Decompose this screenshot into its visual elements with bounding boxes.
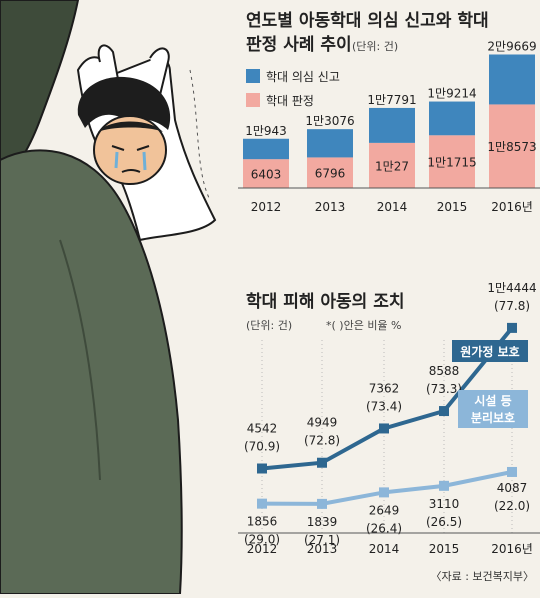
bar-label-reported: 2만9669 xyxy=(487,39,536,53)
x-tick-label: 2013 xyxy=(315,200,346,214)
legend-label: 학대 의심 신고 xyxy=(266,70,340,84)
x-tick-label: 2016년 xyxy=(491,542,533,556)
bar-label-reported: 1만9214 xyxy=(427,87,476,101)
x-tick-label: 2013 xyxy=(307,542,338,556)
bar-reported xyxy=(243,138,289,160)
bar-judged xyxy=(489,104,535,188)
series-box-home xyxy=(452,340,528,362)
bar-label-judged: 1만1715 xyxy=(427,156,476,170)
value-label-home: 4542 xyxy=(247,422,278,436)
pct-label-separated: (22.0) xyxy=(494,499,530,513)
bar-reported xyxy=(369,107,415,143)
point-separated xyxy=(379,487,389,498)
value-label-separated: 1856 xyxy=(247,515,278,529)
chart2-unit-note: *( )안은 비율 % xyxy=(326,319,402,332)
point-home xyxy=(439,406,449,417)
legend-label: 학대 판정 xyxy=(266,94,314,108)
bar-label-reported: 1만7791 xyxy=(367,93,416,107)
point-separated xyxy=(257,498,267,509)
point-separated xyxy=(317,498,327,509)
value-label-separated: 4087 xyxy=(497,481,528,495)
value-label-separated: 3110 xyxy=(429,497,460,511)
pct-label-separated: (29.0) xyxy=(244,533,280,547)
x-tick-label: 2014 xyxy=(377,200,408,214)
value-label-home: 7362 xyxy=(369,381,400,395)
bar-judged xyxy=(307,157,353,188)
legend-swatch xyxy=(246,93,260,107)
x-tick-label: 2016년 xyxy=(491,200,533,214)
point-separated xyxy=(439,480,449,491)
point-home xyxy=(507,322,517,333)
point-home xyxy=(257,463,267,474)
bar-reported xyxy=(307,129,353,158)
bar-label-reported: 1만943 xyxy=(245,124,287,138)
pct-label-home: (70.9) xyxy=(244,440,280,454)
bar-label-reported: 1만3076 xyxy=(305,114,354,128)
bar-reported xyxy=(429,101,475,136)
pct-label-home: (72.8) xyxy=(304,434,340,448)
bar-label-judged: 6403 xyxy=(251,168,282,182)
value-label-separated: 2649 xyxy=(369,503,400,517)
source-note: 〈자료 : 보건복지부〉 xyxy=(430,570,534,583)
series-name-separated-1: 시설 등 xyxy=(474,393,511,408)
source-label: 〈자료 : 보건복지부〉 xyxy=(430,570,534,583)
series-name-separated-2: 분리보호 xyxy=(471,410,515,425)
pct-label-home: (73.3) xyxy=(426,382,462,396)
x-tick-label: 2012 xyxy=(251,200,282,214)
x-tick-label: 2012 xyxy=(247,542,278,556)
chart2-title: 학대 피해 아동의 조치 xyxy=(246,292,405,312)
chart2-unit: (단위: 건) xyxy=(246,319,292,332)
bar-judged xyxy=(243,159,289,188)
bar-label-judged: 1만27 xyxy=(375,159,409,173)
line-chart-measures: 학대 피해 아동의 조치 (단위: 건) *( )안은 비율 % 1856 (29.0)… xyxy=(200,270,540,594)
point-home xyxy=(317,457,327,468)
bar-judged xyxy=(429,135,475,188)
chart2-panel xyxy=(200,270,540,594)
value-label-home: 1만4444 xyxy=(487,281,536,295)
chart1-title: 연도별 아동학대 의심 신고와 학대 xyxy=(246,11,489,31)
point-separated xyxy=(507,466,517,477)
pct-label-separated: (26.5) xyxy=(426,515,462,529)
bar-label-judged: 6796 xyxy=(315,167,346,181)
pct-label-separated: (26.4) xyxy=(366,521,402,535)
pct-label-home: (73.4) xyxy=(366,399,402,413)
chart1-unit: (단위: 건) xyxy=(352,40,398,53)
bar-reported xyxy=(489,54,535,105)
value-label-home: 4949 xyxy=(307,416,338,430)
pct-label-separated: (27.1) xyxy=(304,533,340,547)
pct-label-home: (77.8) xyxy=(494,299,530,313)
bar-label-judged: 1만8573 xyxy=(487,140,536,154)
x-tick-label: 2014 xyxy=(369,542,400,556)
legend-swatch xyxy=(246,69,260,83)
point-home xyxy=(379,423,389,434)
bar-judged xyxy=(369,142,415,188)
x-tick-label: 2015 xyxy=(429,542,460,556)
x-tick-label: 2015 xyxy=(437,200,468,214)
value-label-home: 8588 xyxy=(429,364,460,378)
chart1-title-line2: 판정 사례 추이 xyxy=(246,35,352,55)
value-label-separated: 1839 xyxy=(307,515,338,529)
series-box-separated xyxy=(458,390,528,428)
series-name-home: 원가정 보호 xyxy=(460,344,519,359)
